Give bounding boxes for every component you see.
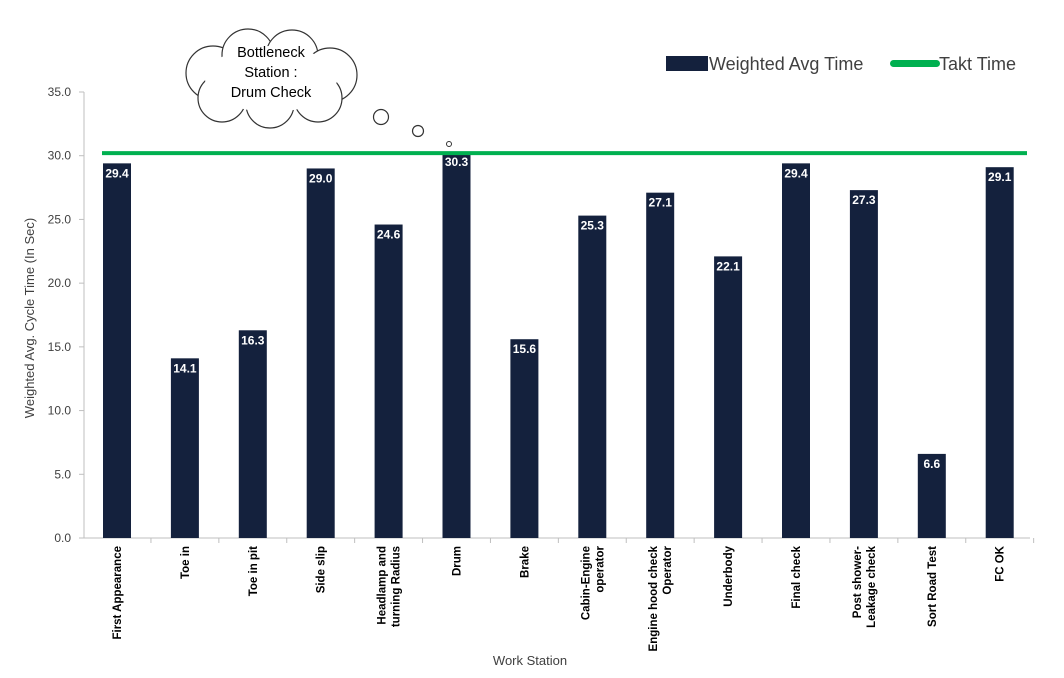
x-category-label-line: Drum bbox=[452, 546, 464, 576]
bar bbox=[306, 168, 335, 538]
annotation-line-2: Station : bbox=[244, 65, 297, 81]
data-labels-group: 29.4 14.1 16.3 29.0 24.6 30.3 15.6 25.3 27.1 22.1… bbox=[105, 155, 1011, 471]
x-category-label-line: Post shower- bbox=[852, 546, 864, 618]
x-axis-title: Work Station bbox=[493, 653, 567, 668]
bar-value-label: 27.1 bbox=[649, 196, 673, 210]
y-tick-label: 5.0 bbox=[54, 467, 71, 481]
bar-value-label: 24.6 bbox=[377, 228, 401, 242]
x-category-label: Underbody bbox=[723, 545, 735, 606]
x-category-label-line: operator bbox=[594, 545, 606, 592]
bar-value-label: 6.6 bbox=[923, 457, 940, 471]
y-tick-label: 15.0 bbox=[48, 340, 72, 354]
bar bbox=[578, 215, 607, 538]
legend-label-takt-time: Takt Time bbox=[939, 54, 1016, 74]
bar-value-label: 27.3 bbox=[852, 193, 876, 207]
annotation-line-3: Drum Check bbox=[231, 85, 312, 101]
y-tick-label: 25.0 bbox=[48, 212, 72, 226]
bar bbox=[646, 192, 675, 538]
bar bbox=[985, 167, 1014, 538]
x-category-label-line: Final check bbox=[791, 545, 803, 608]
bar-value-label: 15.6 bbox=[513, 342, 537, 356]
y-tick-label: 20.0 bbox=[48, 276, 72, 290]
bar-value-label: 29.0 bbox=[309, 171, 333, 185]
bar bbox=[917, 453, 946, 538]
bottleneck-annotation: Bottleneck Station : Drum Check bbox=[185, 28, 452, 147]
x-axis-categories: First Appearance Toe in Toe in pit Side sli… bbox=[112, 538, 1035, 651]
x-category-label-line: FC OK bbox=[995, 545, 1007, 581]
bar bbox=[170, 358, 199, 538]
thought-bubble-large bbox=[372, 108, 390, 126]
x-category-label-line: Side slip bbox=[316, 546, 328, 593]
x-category-label-line: Operator bbox=[662, 545, 674, 594]
bar bbox=[510, 339, 539, 538]
bar bbox=[103, 163, 131, 539]
x-category-label: Drum bbox=[452, 546, 464, 576]
y-tick-label: 0.0 bbox=[54, 531, 71, 545]
thought-bubble-small bbox=[446, 141, 452, 147]
bar-value-label: 14.1 bbox=[173, 361, 197, 375]
x-category-label-line: turning Radius bbox=[391, 546, 403, 627]
legend-label-weighted-avg-time: Weighted Avg Time bbox=[709, 54, 863, 74]
x-category-label: Cabin-Engine operator bbox=[580, 545, 606, 620]
bar bbox=[714, 256, 743, 538]
x-category-label-line: Toe in bbox=[180, 546, 192, 579]
y-tick-label: 30.0 bbox=[48, 149, 72, 163]
legend-swatch-weighted-avg-time bbox=[666, 56, 708, 71]
y-tick-label: 10.0 bbox=[48, 404, 72, 418]
x-category-label-line: Leakage check bbox=[866, 545, 878, 627]
x-category-label: Toe in pit bbox=[248, 546, 260, 596]
x-category-label: Engine hood check Operator bbox=[648, 545, 674, 651]
x-category-label: Headlamp and turning Radius bbox=[377, 546, 403, 627]
legend-swatch-takt-time bbox=[890, 60, 940, 67]
x-category-label: Final check bbox=[791, 545, 803, 608]
thought-bubble-medium bbox=[411, 124, 425, 138]
legend: Weighted Avg Time Takt Time bbox=[666, 54, 1016, 74]
x-category-label-line: Toe in pit bbox=[248, 546, 260, 596]
x-category-label-line: First Appearance bbox=[112, 546, 124, 640]
x-category-label-line: Engine hood check bbox=[648, 545, 660, 651]
x-category-label: FC OK bbox=[995, 545, 1007, 581]
bar bbox=[442, 151, 471, 539]
y-tick-label: 35.0 bbox=[48, 85, 72, 99]
bar bbox=[238, 330, 267, 538]
x-category-label-line: Headlamp and bbox=[377, 546, 389, 625]
bar-value-label: 30.3 bbox=[445, 155, 469, 169]
bar-value-label: 22.1 bbox=[716, 259, 740, 273]
bar-value-label: 29.1 bbox=[988, 170, 1012, 184]
x-category-label: Toe in bbox=[180, 546, 192, 579]
x-category-label-line: Sort Road Test bbox=[927, 546, 939, 627]
x-category-label-line: Cabin-Engine bbox=[580, 546, 592, 620]
x-category-label-line: Underbody bbox=[723, 545, 735, 606]
bars-group bbox=[103, 151, 1014, 539]
bar bbox=[849, 190, 878, 538]
bar bbox=[374, 224, 403, 539]
bar-value-label: 29.4 bbox=[784, 166, 808, 180]
bar-value-label: 29.4 bbox=[105, 166, 129, 180]
bar-value-label: 25.3 bbox=[581, 219, 605, 233]
y-axis-title: Weighted Avg. Cycle Time (In Sec) bbox=[22, 218, 37, 418]
bar bbox=[782, 163, 810, 539]
x-category-label: First Appearance bbox=[112, 546, 124, 640]
annotation-line-1: Bottleneck bbox=[237, 45, 305, 61]
bar-value-label: 16.3 bbox=[241, 333, 265, 347]
x-category-label: Side slip bbox=[316, 546, 328, 593]
x-category-label: Sort Road Test bbox=[927, 546, 939, 627]
x-category-label: Brake bbox=[519, 546, 531, 578]
x-category-label: Post shower- Leakage check bbox=[852, 545, 878, 627]
cloud-shape bbox=[185, 28, 358, 129]
x-category-label-line: Brake bbox=[519, 546, 531, 578]
